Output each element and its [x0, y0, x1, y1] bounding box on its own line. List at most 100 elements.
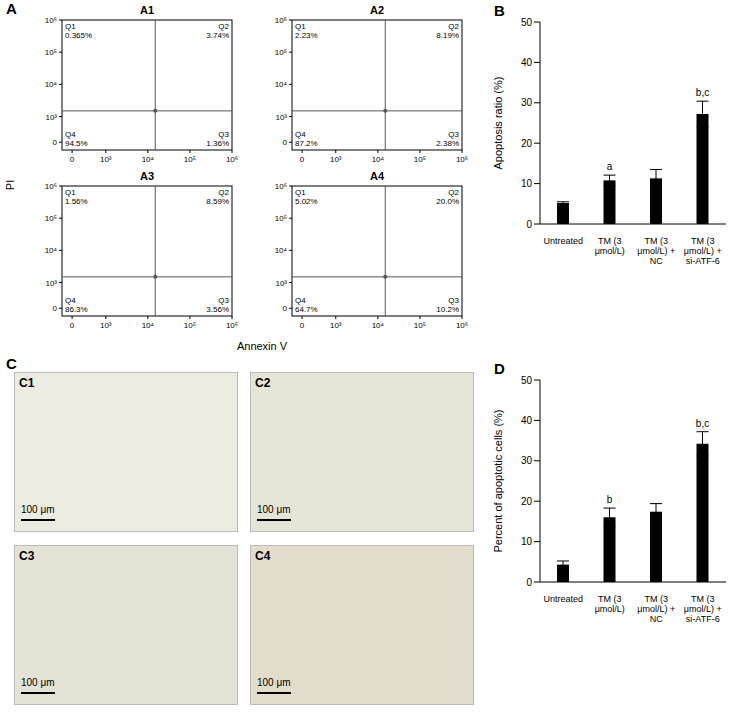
- svg-text:10⁶: 10⁶: [45, 16, 57, 25]
- svg-text:10⁶: 10⁶: [456, 321, 468, 330]
- svg-text:TM (3μmol/L) +si-ATF-6: TM (3μmol/L) +si-ATF-6: [684, 236, 722, 266]
- svg-text:TM (3μmol/L): TM (3μmol/L): [595, 594, 625, 614]
- svg-text:0: 0: [70, 155, 75, 164]
- svg-text:0: 0: [283, 138, 288, 147]
- svg-text:10⁴: 10⁴: [372, 321, 385, 330]
- svg-text:TM (3μmol/L) +NC: TM (3μmol/L) +NC: [637, 594, 675, 624]
- svg-text:10⁵: 10⁵: [275, 214, 287, 223]
- svg-text:Q4: Q4: [65, 296, 76, 305]
- svg-text:30: 30: [521, 455, 533, 466]
- svg-text:10⁶: 10⁶: [275, 16, 287, 25]
- svg-text:PI: PI: [4, 180, 16, 190]
- svg-text:10⁶: 10⁶: [226, 155, 238, 164]
- svg-text:10³: 10³: [330, 155, 342, 164]
- svg-text:10: 10: [521, 178, 533, 189]
- svg-text:20: 20: [521, 496, 533, 507]
- svg-text:5.02%: 5.02%: [295, 197, 318, 206]
- svg-text:b: b: [607, 494, 613, 505]
- svg-text:64.7%: 64.7%: [295, 305, 318, 314]
- svg-text:0: 0: [283, 304, 288, 313]
- svg-text:20.0%: 20.0%: [436, 197, 459, 206]
- svg-text:Q1: Q1: [65, 22, 76, 31]
- svg-text:Untreated: Untreated: [543, 594, 583, 604]
- svg-text:30: 30: [521, 97, 533, 108]
- svg-text:Q3: Q3: [218, 296, 229, 305]
- svg-text:Q3: Q3: [218, 130, 229, 139]
- svg-text:0: 0: [300, 155, 305, 164]
- svg-text:10³: 10³: [45, 279, 57, 288]
- svg-text:b,c: b,c: [696, 418, 709, 429]
- svg-text:A1: A1: [140, 4, 154, 16]
- svg-text:Q1: Q1: [295, 22, 306, 31]
- svg-text:10³: 10³: [100, 155, 112, 164]
- svg-text:10⁵: 10⁵: [184, 155, 196, 164]
- svg-text:10⁶: 10⁶: [226, 321, 238, 330]
- svg-text:A4: A4: [370, 170, 385, 182]
- svg-text:TM (3μmol/L) +NC: TM (3μmol/L) +NC: [637, 236, 675, 266]
- svg-text:Q4: Q4: [65, 130, 76, 139]
- svg-text:1.56%: 1.56%: [65, 197, 88, 206]
- svg-text:0: 0: [526, 577, 532, 588]
- svg-text:Annexin V: Annexin V: [237, 340, 288, 352]
- svg-text:1.36%: 1.36%: [206, 139, 229, 148]
- svg-text:3.74%: 3.74%: [206, 31, 229, 40]
- svg-text:Percent of apoptotic cells (%): Percent of apoptotic cells (%): [492, 409, 504, 552]
- svg-text:10⁵: 10⁵: [275, 48, 287, 57]
- svg-text:0: 0: [53, 138, 58, 147]
- svg-text:Apoptosis ratio (%): Apoptosis ratio (%): [492, 77, 504, 170]
- svg-text:Q1: Q1: [295, 188, 306, 197]
- svg-text:Q1: Q1: [65, 188, 76, 197]
- svg-text:10⁶: 10⁶: [456, 155, 468, 164]
- svg-text:10⁴: 10⁴: [45, 80, 58, 89]
- svg-text:Q3: Q3: [448, 296, 459, 305]
- svg-text:10⁶: 10⁶: [45, 182, 57, 191]
- svg-text:10⁴: 10⁴: [275, 246, 288, 255]
- svg-text:Q4: Q4: [295, 296, 306, 305]
- svg-text:A2: A2: [370, 4, 384, 16]
- svg-text:TM (3μmol/L): TM (3μmol/L): [595, 236, 625, 256]
- svg-text:20: 20: [521, 138, 533, 149]
- svg-text:Q3: Q3: [448, 130, 459, 139]
- svg-text:b,c: b,c: [696, 87, 709, 98]
- svg-text:10³: 10³: [45, 113, 57, 122]
- svg-text:10: 10: [521, 536, 533, 547]
- svg-text:2.23%: 2.23%: [295, 31, 318, 40]
- svg-text:10⁴: 10⁴: [372, 155, 385, 164]
- svg-text:10⁵: 10⁵: [414, 321, 426, 330]
- svg-text:0: 0: [526, 219, 532, 230]
- svg-text:10.2%: 10.2%: [436, 305, 459, 314]
- svg-text:8.59%: 8.59%: [206, 197, 229, 206]
- svg-text:10⁴: 10⁴: [275, 80, 288, 89]
- svg-text:Q4: Q4: [295, 130, 306, 139]
- svg-text:10⁶: 10⁶: [275, 182, 287, 191]
- svg-text:10³: 10³: [330, 321, 342, 330]
- svg-text:87.2%: 87.2%: [295, 139, 318, 148]
- svg-text:50: 50: [521, 375, 533, 386]
- svg-text:A: A: [6, 0, 17, 17]
- svg-text:10⁴: 10⁴: [142, 321, 155, 330]
- svg-text:0: 0: [300, 321, 305, 330]
- svg-text:0.365%: 0.365%: [65, 31, 92, 40]
- svg-text:10³: 10³: [275, 113, 287, 122]
- svg-text:10³: 10³: [100, 321, 112, 330]
- svg-text:a: a: [607, 161, 613, 172]
- svg-text:Q2: Q2: [448, 188, 459, 197]
- svg-text:2.38%: 2.38%: [436, 139, 459, 148]
- svg-text:10⁴: 10⁴: [45, 246, 58, 255]
- svg-text:10⁵: 10⁵: [45, 48, 57, 57]
- svg-text:94.5%: 94.5%: [65, 139, 88, 148]
- svg-text:10⁵: 10⁵: [184, 321, 196, 330]
- svg-text:Q2: Q2: [218, 22, 229, 31]
- svg-text:10⁵: 10⁵: [414, 155, 426, 164]
- svg-text:Q2: Q2: [218, 188, 229, 197]
- svg-text:0: 0: [53, 304, 58, 313]
- svg-text:10⁴: 10⁴: [142, 155, 155, 164]
- svg-text:Q2: Q2: [448, 22, 459, 31]
- svg-text:50: 50: [521, 17, 533, 28]
- svg-text:3.56%: 3.56%: [206, 305, 229, 314]
- svg-text:40: 40: [521, 415, 533, 426]
- svg-text:A3: A3: [140, 170, 154, 182]
- svg-text:TM (3μmol/L) +si-ATF-6: TM (3μmol/L) +si-ATF-6: [684, 594, 722, 624]
- svg-text:Untreated: Untreated: [543, 236, 583, 246]
- svg-text:10⁵: 10⁵: [45, 214, 57, 223]
